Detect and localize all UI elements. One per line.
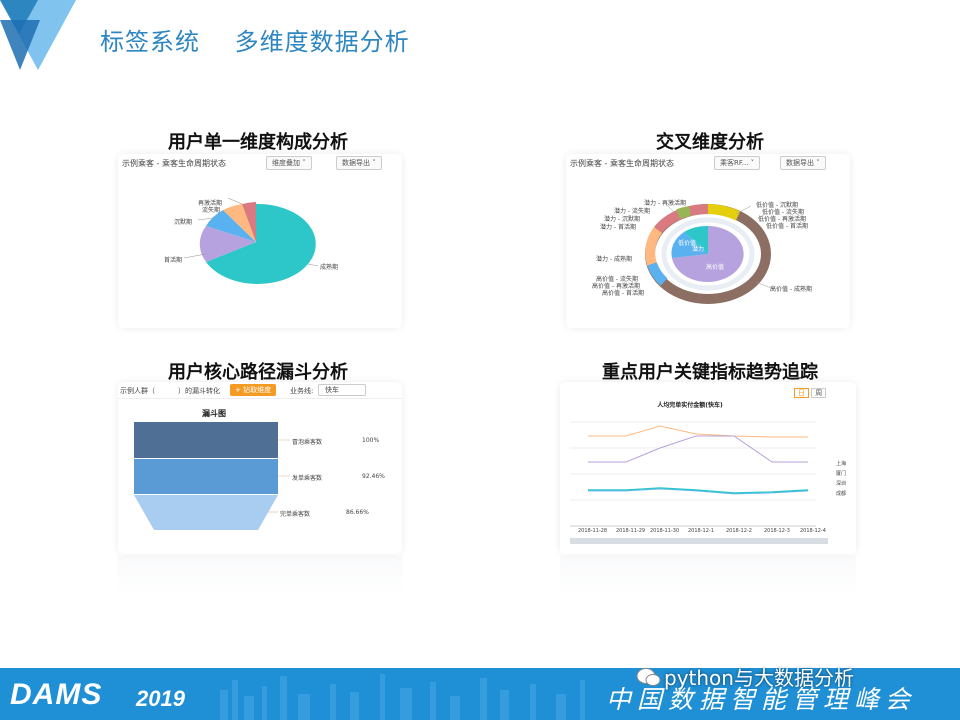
single-card-subtitle: 示例乘客 - 乘客生命周期状态 xyxy=(122,159,226,168)
funnel-stage-2-name: 发单乘客数 xyxy=(292,475,323,482)
single-dimension-heading: 用户单一维度构成分析 xyxy=(168,132,348,153)
trend-heading: 重点用户关键指标趋势追踪 xyxy=(602,362,818,383)
pie-slice-churn xyxy=(223,204,256,242)
pie-label-0: 再激活期 xyxy=(198,200,223,207)
ring-outer-label-5: 高价值 - 流失期 xyxy=(596,276,638,283)
funnel-stage-2 xyxy=(134,459,278,494)
pie-slice-reactivate xyxy=(242,202,256,242)
title-right: 多维度数据分析 xyxy=(234,28,410,56)
wechat-icon xyxy=(636,668,661,686)
ring-outer-label-1: 潜力 - 流失期 xyxy=(614,208,650,215)
summit-name: 中国数据智能管理峰会 xyxy=(606,685,917,714)
legend-item-1[interactable]: 厦门 xyxy=(836,471,847,477)
funnel-stage-1 xyxy=(134,422,278,458)
x-label-6: 2018-12-4 xyxy=(800,528,826,534)
ring-inner-label-1: 潜力 xyxy=(692,246,705,253)
trend-card: 日 周 人均完单实付金额(快车) 2018-11-28 2018-11-29 2… xyxy=(560,382,856,554)
skyline-graphic xyxy=(220,674,585,720)
business-line-label: 业务线: xyxy=(290,387,314,395)
wechat-watermark: python与大数据分析 xyxy=(664,666,854,690)
line-chengdu xyxy=(588,425,808,438)
pie-label-1: 流失期 xyxy=(202,207,221,214)
funnel-stage-1-pct: 100% xyxy=(362,437,380,444)
ring-outer-label-12: 高价值 - 成熟期 xyxy=(770,286,812,293)
funnel-conversion-label: ）的漏斗转化 xyxy=(178,387,220,395)
x-label-0: 2018-11-28 xyxy=(578,528,608,534)
period-toggle: 日 周 xyxy=(794,388,827,398)
x-label-4: 2018-12-2 xyxy=(726,528,752,534)
pie-slice-silent xyxy=(206,210,256,242)
funnel-chart-title: 漏斗图 xyxy=(202,409,226,418)
pie-label-3: 首活期 xyxy=(164,257,183,264)
ring-outer-label-10: 低价值 - 再激活期 xyxy=(758,216,806,223)
x-label-1: 2018-11-29 xyxy=(616,528,646,534)
single-dimension-card: 示例乘客 - 乘客生命周期状态 维度叠加 ˅ 数据导出 ˅ 再激活期 流失期 沉… xyxy=(118,154,402,328)
trend-chart xyxy=(570,421,828,544)
funnel-stage-3-pct: 86.66% xyxy=(346,509,369,516)
title-left: 标签系统 xyxy=(100,28,200,56)
pie-slice-mature xyxy=(206,203,316,284)
business-line-select[interactable]: 快车 xyxy=(318,384,366,396)
funnel-stage-3-name: 完单乘客数 xyxy=(280,511,311,518)
trend-reflection xyxy=(560,556,856,596)
legend-item-0[interactable]: 上海 xyxy=(836,461,847,467)
pie-slice-first-active xyxy=(199,226,256,262)
funnel-toolbar: 示例人群（ ）的漏斗转化 + 钻取维度 业务线: 快车 xyxy=(118,382,402,399)
funnel-stage-2-pct: 92.46% xyxy=(362,473,385,480)
x-label-3: 2018-12-1 xyxy=(688,528,714,534)
dimension-overlay-button[interactable]: 维度叠加 ˅ xyxy=(266,156,312,170)
event-year: 2019 xyxy=(136,686,185,711)
x-label-2: 2018-11-30 xyxy=(650,528,680,534)
funnel-card: 示例人群（ ）的漏斗转化 + 钻取维度 业务线: 快车 漏斗图 冒泡乘客数 10… xyxy=(118,382,402,554)
line-xiamen xyxy=(588,488,809,495)
export-data-button[interactable]: 数据导出 ˅ xyxy=(336,156,382,170)
cross-dimension-card: 示例乘客 - 乘客生命周期状态 乘客RF... ˅ 数据导出 ˅ 低价值 潜力 … xyxy=(566,154,850,328)
ring-outer-label-0: 潜力 - 再激活期 xyxy=(644,200,686,207)
legend-item-2[interactable]: 深圳 xyxy=(836,481,847,487)
ring-inner-label-2: 高价值 xyxy=(706,264,725,271)
slide-title: 标签系统 多维度数据分析 xyxy=(100,22,436,57)
ring-outer-label-8: 低价值 - 沉默期 xyxy=(756,202,798,209)
zoom-slider[interactable] xyxy=(570,538,828,544)
funnel-chart xyxy=(134,422,290,530)
ring-outer-label-3: 潜力 - 首活期 xyxy=(600,224,636,231)
ring-outer-label-2: 潜力 - 沉默期 xyxy=(604,216,640,223)
pie-chart xyxy=(183,197,319,284)
ring-outer-label-7: 高价值 - 首活期 xyxy=(602,290,644,297)
ring-outer-label-11: 低价值 - 首活期 xyxy=(766,223,808,230)
trend-chart-title: 人均完单实付金额(快车) xyxy=(657,402,723,409)
ring-outer-label-4: 潜力 - 成熟期 xyxy=(596,256,632,263)
cross-card-subtitle: 示例乘客 - 乘客生命周期状态 xyxy=(570,159,674,168)
line-shanghai xyxy=(588,487,809,494)
drill-dimension-button[interactable]: + 钻取维度 xyxy=(230,384,277,396)
funnel-stage-1-name: 冒泡乘客数 xyxy=(292,439,323,446)
cross-export-button[interactable]: 数据导出 ˅ xyxy=(780,156,826,170)
funnel-heading: 用户核心路径漏斗分析 xyxy=(168,362,348,383)
funnel-stage-3 xyxy=(134,495,278,530)
footer-banner: DAMS 2019 中国数据智能管理峰会 xyxy=(0,668,960,720)
ring-outer-label-9: 低价值 - 流失期 xyxy=(762,209,804,216)
funnel-crowd-label: 示例人群（ xyxy=(120,387,155,395)
corner-triangle-logo xyxy=(0,0,76,70)
line-shenzhen xyxy=(588,435,808,463)
funnel-reflection xyxy=(118,556,402,596)
dams-logo: DAMS xyxy=(10,678,103,711)
pie-label-2: 沉默期 xyxy=(174,219,193,226)
cross-dimension-heading: 交叉维度分析 xyxy=(656,132,764,153)
pie-label-4: 成熟期 xyxy=(320,264,339,271)
legend-item-3[interactable]: 成都 xyxy=(836,491,847,497)
ring-inner-label-0: 低价值 xyxy=(678,240,697,247)
x-label-5: 2018-12-3 xyxy=(764,528,790,534)
rf-dimension-select[interactable]: 乘客RF... ˅ xyxy=(714,156,761,170)
ring-outer-label-6: 高价值 - 再激活期 xyxy=(592,283,640,290)
toggle-week[interactable]: 周 xyxy=(811,388,827,398)
toggle-day[interactable]: 日 xyxy=(794,388,809,398)
ring-chart xyxy=(645,203,772,304)
